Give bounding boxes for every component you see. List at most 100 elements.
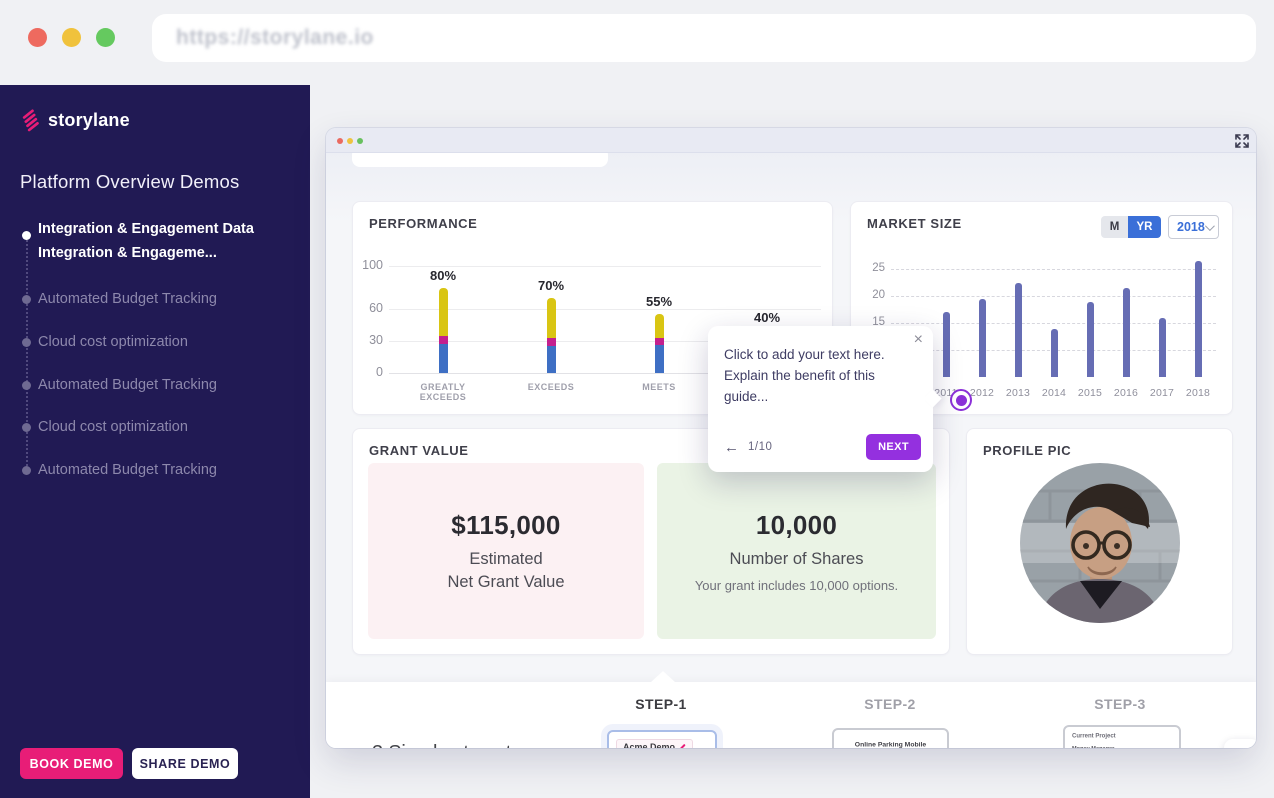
x-tick-label: EXCEEDS [527,382,575,392]
guide-beacon[interactable] [950,389,972,411]
sidebar-item-automated-budget-1[interactable]: Automated Budget Tracking [38,291,217,307]
profile-pic-title: PROFILE PIC [983,443,1072,458]
x-tick-label: 2015 [1077,387,1103,399]
y-tick-label: 30 [369,333,383,347]
step-2-label: STEP-2 [864,696,916,712]
shares-line: Number of Shares [729,549,864,568]
market-bar [978,299,986,377]
shares-note: Your grant includes 10,000 options. [694,577,899,593]
share-demo-button[interactable]: SHARE DEMO [132,748,238,779]
step-bullet-active [22,231,31,240]
grant-amount: $115,000 [451,510,561,540]
year-dropdown-value: 2018 [1177,220,1205,234]
address-bar[interactable]: https://storylane.io [152,14,1256,62]
market-bar [1194,261,1202,377]
chevron-down-icon [1204,220,1215,231]
market-bar [942,312,950,377]
brand-name: storylane [48,109,130,130]
toggle-month-button[interactable]: M [1101,216,1128,238]
market-bar [1158,317,1166,377]
gridline [891,323,1216,325]
y-tick-label: 0 [376,365,383,379]
bar-segment-top-segment [654,314,664,338]
tooltip-progress: 1/10 [748,441,773,453]
bar-segment-bottom-segment [546,346,556,373]
market-bar [1086,301,1094,377]
demo-window-chrome [326,128,1256,153]
market-bar [1050,328,1058,377]
demo-maximize-dot [357,138,363,144]
net-grant-value-tile: $115,000 Estimated Net Grant Value [368,463,644,639]
bar-segment-top-segment [438,287,448,336]
y-tick-label: 15 [872,316,885,329]
browser-chrome: https://storylane.io [0,0,1274,85]
step-3-card[interactable]: Current Project Money Manager [1063,725,1181,748]
step-1-card[interactable]: Acme Demo PERFORMANCE [607,730,717,748]
band-notch [651,671,675,682]
step-connector-line [26,237,28,469]
x-tick-label: 2012 [969,387,995,399]
x-tick-label: 2017 [1149,387,1175,399]
tooltip-text: Click to add your text here. Explain the… [724,347,885,404]
sidebar-item-automated-budget-3[interactable]: Automated Budget Tracking [38,462,217,478]
bar-value-label: 55% [645,294,673,310]
maximize-window-button[interactable] [96,28,115,47]
y-tick-label: 20 [872,289,885,302]
bar-segment-middle-segment [438,335,448,345]
market-size-title: MARKET SIZE [867,216,962,231]
storylane-badge[interactable] [1224,739,1256,748]
sidebar: storylane Platform Overview Demos Integr… [0,85,310,798]
market-bar [1122,288,1130,377]
gridline [389,341,821,342]
profile-pic-card: PROFILE PIC [966,428,1233,655]
bar-segment-middle-segment [546,337,556,347]
performance-title: PERFORMANCE [369,216,478,231]
fullscreen-icon[interactable] [1234,133,1250,149]
x-tick-label: GREATLY EXCEEDS [419,382,467,402]
close-icon[interactable]: × [913,331,923,348]
sidebar-item-cloud-cost-1[interactable]: Cloud cost optimization [38,334,188,350]
step-bullet [22,423,31,432]
step-1-label: STEP-1 [635,696,687,712]
next-button[interactable]: NEXT [866,434,921,460]
book-demo-button[interactable]: BOOK DEMO [20,748,123,779]
y-tick-label: 100 [362,258,383,273]
sidebar-title: Platform Overview Demos [20,171,240,192]
step-bullet [22,295,31,304]
close-window-button[interactable] [28,28,47,47]
gridline [891,269,1216,271]
x-tick-label: 2014 [1041,387,1067,399]
y-tick-label: 25 [872,262,885,275]
gridline [891,296,1216,298]
bar-segment-bottom-segment [438,344,448,373]
back-arrow-icon[interactable]: ← [724,438,739,456]
pencil-icon [679,743,686,748]
gridline [389,309,821,310]
guide-tooltip: × Click to add your text here. Explain t… [708,326,942,472]
minimize-window-button[interactable] [62,28,81,47]
x-tick-label: 2018 [1185,387,1211,399]
avatar-illustration [1020,463,1180,623]
toggle-year-button[interactable]: YR [1128,216,1161,238]
sidebar-item-integration-engagement[interactable]: Integration & Engagement Data Integratio… [38,221,254,261]
market-bar [1014,282,1022,377]
y-tick-label: 60 [369,301,383,315]
storylane-logo-icon [22,109,39,132]
x-tick-label: MEETS [642,382,676,392]
x-tick-label: 2013 [1005,387,1031,399]
bar-value-label: 70% [537,278,565,294]
bar-value-label: 80% [429,267,457,283]
step-bullet [22,381,31,390]
demo-content: PERFORMANCE 0 30 60 100 80% GREATLY EXCEEDS 70… [326,147,1256,748]
gridline [389,373,821,374]
sidebar-item-cloud-cost-2[interactable]: Cloud cost optimization [38,419,188,435]
step-2-card[interactable]: Online Parking Mobile Apps 3 Days left [832,728,949,748]
number-of-shares-tile: 10,000 Number of Shares Your grant inclu… [657,463,936,639]
steps-intro: 3 Simple steps to [372,742,522,748]
year-dropdown[interactable]: 2018 [1168,215,1219,239]
gridline [389,266,821,268]
url-text: https://storylane.io [176,26,374,49]
sidebar-item-automated-budget-2[interactable]: Automated Budget Tracking [38,377,217,393]
demo-window: PERFORMANCE 0 30 60 100 80% GREATLY EXCEEDS 70… [326,128,1256,748]
